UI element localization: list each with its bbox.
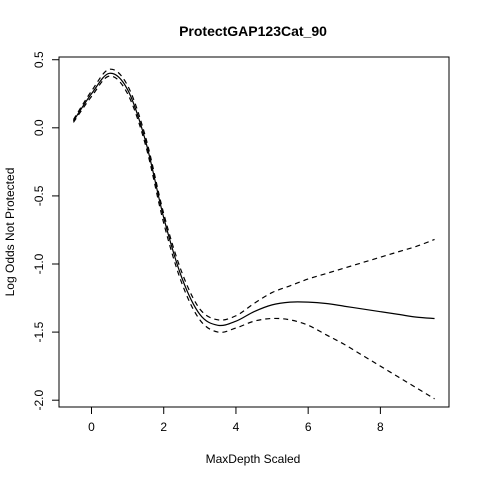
x-axis-label: MaxDepth Scaled xyxy=(206,452,301,466)
x-tick-label: 8 xyxy=(377,420,384,434)
y-tick-label: -0.5 xyxy=(32,185,46,206)
y-axis-label: Log Odds Not Protected xyxy=(3,168,17,297)
series-layer xyxy=(73,69,434,399)
x-tick-label: 0 xyxy=(88,420,95,434)
y-axis: -2.0 -1.5 -1.0 -0.5 0.0 0.5 xyxy=(32,51,59,410)
y-tick-label: 0.0 xyxy=(32,119,46,136)
x-tick-label: 2 xyxy=(160,420,167,434)
y-tick-label: -1.0 xyxy=(32,253,46,274)
series-line-solid xyxy=(73,73,434,325)
x-tick-label: 4 xyxy=(233,420,240,434)
chart-title: ProtectGAP123Cat_90 xyxy=(179,23,327,39)
x-axis: 0 2 4 6 8 xyxy=(88,407,384,434)
series-line-dashed-1 xyxy=(73,69,434,320)
plot-frame xyxy=(59,57,449,407)
y-tick-label: -1.5 xyxy=(32,321,46,342)
y-tick-label: -2.0 xyxy=(32,390,46,411)
series-line-dashed-2 xyxy=(73,76,434,399)
y-tick-label: 0.5 xyxy=(32,51,46,68)
x-tick-label: 6 xyxy=(305,420,312,434)
